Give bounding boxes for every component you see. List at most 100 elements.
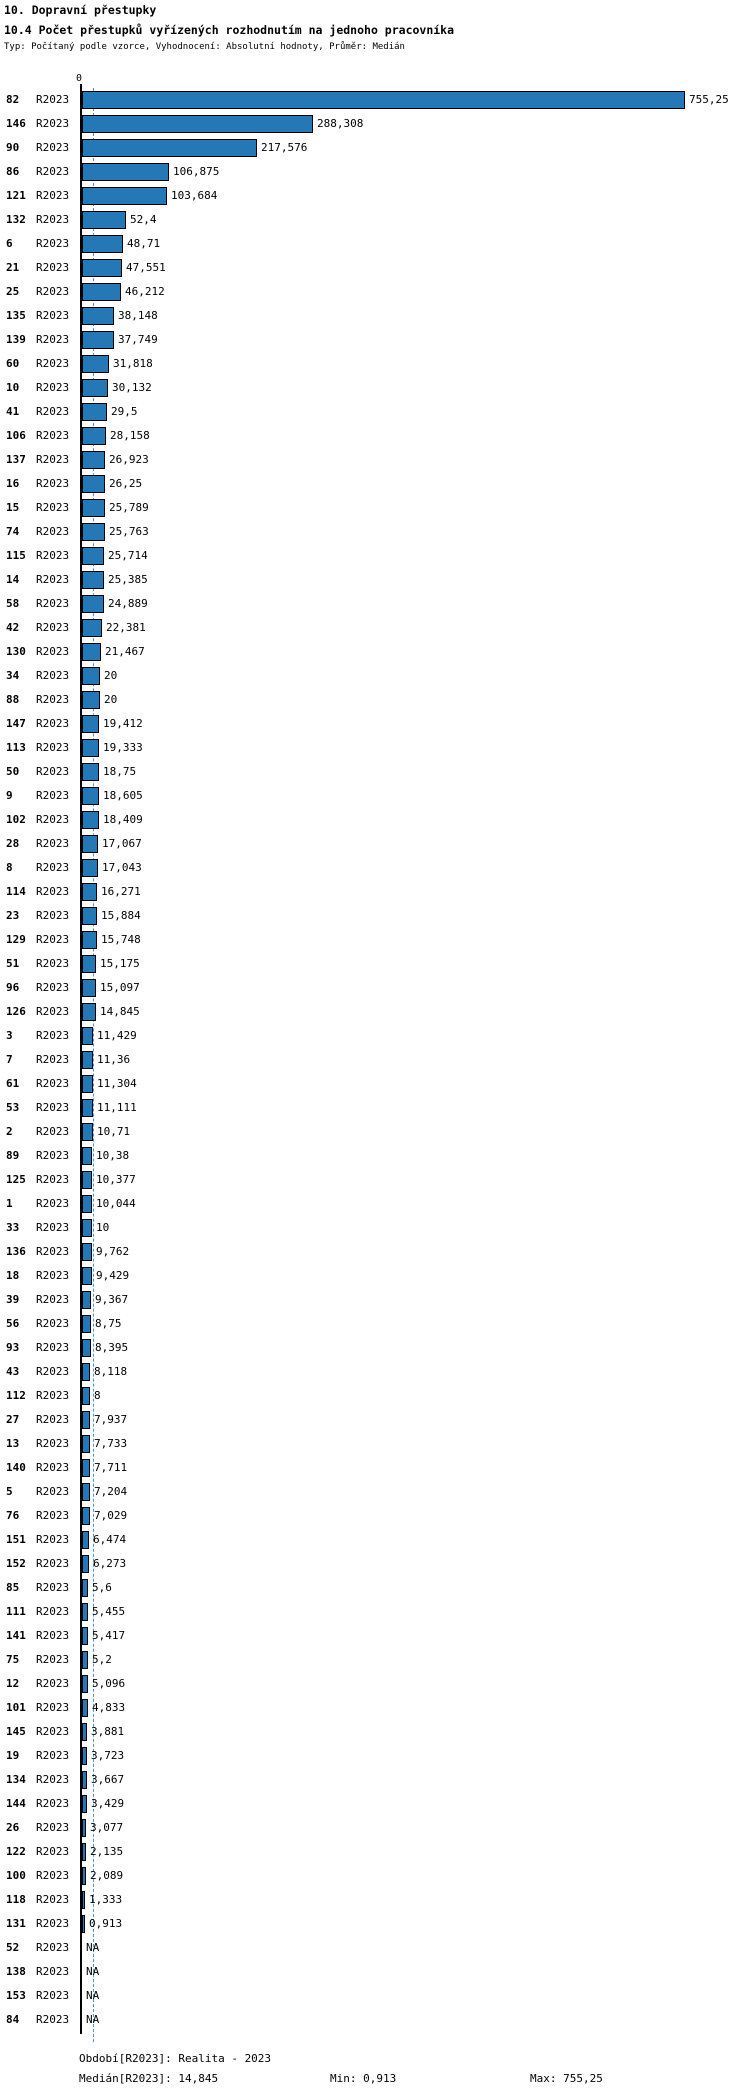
bar-row: 27 R2023 7,937	[0, 1408, 750, 1432]
bar-row: 137 R2023 26,923	[0, 448, 750, 472]
row-series-label: R2023	[36, 1389, 70, 1402]
row-series-label: R2023	[36, 237, 70, 250]
bar	[82, 835, 98, 853]
bar-row: 135 R2023 38,148	[0, 304, 750, 328]
bar-row: 145 R2023 3,881	[0, 1720, 750, 1744]
row-id-label: 132	[6, 213, 26, 226]
bar-row: 52 R2023 NA	[0, 1936, 750, 1960]
bar-row: 96 R2023 15,097	[0, 976, 750, 1000]
row-series-label: R2023	[36, 813, 70, 826]
bar	[82, 1531, 89, 1549]
bar	[82, 571, 104, 589]
bar	[82, 1387, 90, 1405]
bar-row: 10 R2023 30,132	[0, 376, 750, 400]
bar	[82, 1603, 88, 1621]
bar-row: 136 R2023 9,762	[0, 1240, 750, 1264]
row-series-label: R2023	[36, 381, 70, 394]
row-series-label: R2023	[36, 141, 70, 154]
bar	[82, 403, 107, 421]
bar-value-label: 11,304	[97, 1077, 137, 1090]
bar-value-label: 37,749	[118, 333, 158, 346]
bar	[82, 1075, 93, 1093]
row-series-label: R2023	[36, 1437, 70, 1450]
row-series-label: R2023	[36, 885, 70, 898]
bar-value-label: NA	[86, 1965, 100, 1978]
bar-row: 90 R2023 217,576	[0, 136, 750, 160]
bar	[82, 787, 99, 805]
row-series-label: R2023	[36, 957, 70, 970]
bar-value-label: NA	[86, 1941, 100, 1954]
bar-row: 26 R2023 3,077	[0, 1816, 750, 1840]
bar-value-label: 26,25	[109, 477, 143, 490]
bar-value-label: 48,71	[127, 237, 161, 250]
bar-row: 19 R2023 3,723	[0, 1744, 750, 1768]
bar-row: 140 R2023 7,711	[0, 1456, 750, 1480]
bar-row: 34 R2023 20	[0, 664, 750, 688]
bar-value-label: 26,923	[109, 453, 149, 466]
row-id-label: 6	[6, 237, 13, 250]
row-series-label: R2023	[36, 525, 70, 538]
row-series-label: R2023	[36, 309, 70, 322]
bar-row: 114 R2023 16,271	[0, 880, 750, 904]
bar-row: 1 R2023 10,044	[0, 1192, 750, 1216]
bar-value-label: 5,6	[92, 1581, 112, 1594]
row-id-label: 41	[6, 405, 20, 418]
bar-row: 50 R2023 18,75	[0, 760, 750, 784]
row-id-label: 43	[6, 1365, 20, 1378]
row-id-label: 115	[6, 549, 26, 562]
bar	[82, 1123, 93, 1141]
bar-row: 39 R2023 9,367	[0, 1288, 750, 1312]
row-series-label: R2023	[36, 1341, 70, 1354]
row-id-label: 76	[6, 1509, 20, 1522]
row-id-label: 51	[6, 957, 20, 970]
row-id-label: 58	[6, 597, 20, 610]
footer-median-label: Medián[R2023]: 14,845	[79, 2072, 219, 2085]
row-series-label: R2023	[36, 741, 70, 754]
row-id-label: 16	[6, 477, 20, 490]
bar	[82, 1627, 88, 1645]
bar	[82, 1867, 86, 1885]
row-id-label: 21	[6, 261, 20, 274]
bar-row: 146 R2023 288,308	[0, 112, 750, 136]
bar-row: 61 R2023 11,304	[0, 1072, 750, 1096]
bar	[82, 667, 100, 685]
row-id-label: 140	[6, 1461, 26, 1474]
row-id-label: 89	[6, 1149, 20, 1162]
bar-row: 51 R2023 15,175	[0, 952, 750, 976]
bar-value-label: 28,158	[110, 429, 150, 442]
bar-row: 7 R2023 11,36	[0, 1048, 750, 1072]
bar-row: 130 R2023 21,467	[0, 640, 750, 664]
bar-value-label: 5,096	[92, 1677, 126, 1690]
row-series-label: R2023	[36, 597, 70, 610]
bar-value-label: 1,333	[89, 1893, 123, 1906]
bar-row: 25 R2023 46,212	[0, 280, 750, 304]
row-series-label: R2023	[36, 1677, 70, 1690]
bar	[82, 931, 97, 949]
bar-value-label: 3,881	[91, 1725, 125, 1738]
bar	[82, 187, 167, 205]
row-series-label: R2023	[36, 1533, 70, 1546]
bar-row: 42 R2023 22,381	[0, 616, 750, 640]
row-id-label: 28	[6, 837, 20, 850]
bar	[82, 763, 99, 781]
bar-row: 121 R2023 103,684	[0, 184, 750, 208]
value-axis-line	[80, 84, 82, 2034]
row-series-label: R2023	[36, 645, 70, 658]
row-id-label: 102	[6, 813, 26, 826]
bar	[82, 595, 104, 613]
row-id-label: 136	[6, 1245, 26, 1258]
row-series-label: R2023	[36, 2013, 70, 2026]
row-id-label: 96	[6, 981, 20, 994]
footer-max-label: Max: 755,25	[530, 2072, 603, 2085]
bar-row: 132 R2023 52,4	[0, 208, 750, 232]
bar	[82, 691, 100, 709]
row-id-label: 113	[6, 741, 26, 754]
bar-value-label: 17,067	[102, 837, 142, 850]
bar	[82, 1243, 92, 1261]
row-series-label: R2023	[36, 333, 70, 346]
bar-row: 9 R2023 18,605	[0, 784, 750, 808]
bar	[82, 643, 101, 661]
bar-row: 131 R2023 0,913	[0, 1912, 750, 1936]
row-series-label: R2023	[36, 1077, 70, 1090]
bar	[82, 1555, 89, 1573]
